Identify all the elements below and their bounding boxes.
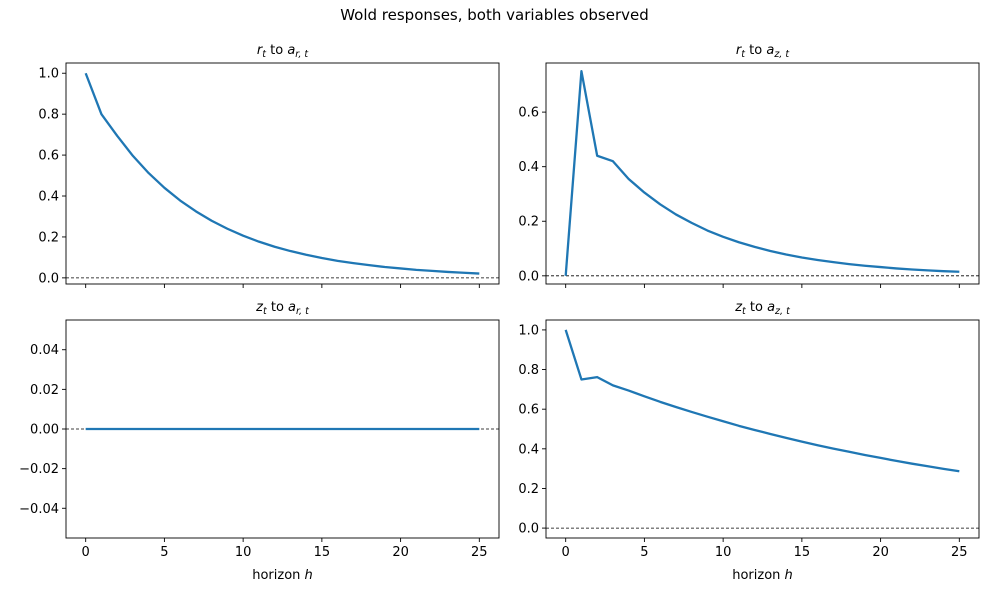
y-tick-label: 0.2 xyxy=(38,230,59,245)
subplot-4: 0.0 0.2 0.4 0.6 0.8 1.0 0 5 10 15 20 25 zt to az, t h… xyxy=(518,300,980,583)
y-tick-label: 1.0 xyxy=(38,67,59,82)
x-tick-label: 10 xyxy=(235,545,252,560)
response-line xyxy=(84,72,480,275)
y-tick-label: 0.6 xyxy=(518,106,539,121)
panel-title-part: r, t xyxy=(295,49,309,60)
subplot-1: 0.0 0.2 0.4 0.6 0.8 1.0 rt to ar, t xyxy=(38,43,500,288)
panel-title-part: z, t xyxy=(774,306,791,317)
response-line xyxy=(564,70,960,276)
y-tick-label: 0.2 xyxy=(518,482,539,497)
panel-title-part: to xyxy=(746,300,767,315)
x-axis-label-text: horizon xyxy=(252,568,304,583)
panel-title-part: r, t xyxy=(296,306,310,317)
x-tick-label: 10 xyxy=(715,545,732,560)
panel-title-part: t xyxy=(742,306,747,317)
panel-title-part: r xyxy=(736,43,743,58)
panel-title-part: to xyxy=(266,43,287,58)
x-axis-label: horizon h xyxy=(252,568,313,583)
x-axis-label-variable: h xyxy=(305,568,313,583)
panel-title-part: a xyxy=(766,43,774,58)
panel-title-part: z xyxy=(255,300,264,315)
panel-title-part: r xyxy=(257,43,264,58)
panel-title-part: t xyxy=(741,49,746,60)
x-tick-label: 15 xyxy=(314,545,331,560)
y-tick-label: 0.6 xyxy=(38,149,59,164)
x-tick-label: 0 xyxy=(562,545,570,560)
y-tick-label: 0.4 xyxy=(518,160,539,175)
subplot-2: 0.0 0.2 0.4 0.6 rt to az, t xyxy=(518,43,980,288)
y-tick-label: 0.4 xyxy=(38,190,59,205)
x-axis-label-text: horizon xyxy=(732,568,784,583)
y-tick-label: 0.04 xyxy=(30,343,59,358)
x-tick-label: 20 xyxy=(872,545,889,560)
x-tick-label: 25 xyxy=(951,545,968,560)
panel-title-part: z xyxy=(734,300,743,315)
y-tick-label: 0.2 xyxy=(518,215,539,230)
x-tick-label: 0 xyxy=(82,545,90,560)
y-tick-label: −0.04 xyxy=(19,502,59,517)
axes-frame xyxy=(545,319,980,539)
y-tick-label: 0.0 xyxy=(518,269,539,284)
panel-title-part: to xyxy=(745,43,766,58)
panel-title-part: a xyxy=(288,300,296,315)
response-line xyxy=(564,329,960,473)
y-tick-label: 0.4 xyxy=(518,442,539,457)
y-tick-label: −0.02 xyxy=(19,462,59,477)
panel-title: rt to ar, t xyxy=(257,43,309,60)
axes-frame xyxy=(545,62,980,285)
x-tick-label: 5 xyxy=(640,545,648,560)
panel-title: zt to ar, t xyxy=(255,300,310,317)
panel-title: zt to az, t xyxy=(734,300,791,317)
y-tick-label: 0.02 xyxy=(30,383,59,398)
axes-frame xyxy=(65,62,500,285)
panel-title-part: t xyxy=(263,306,268,317)
x-tick-label: 25 xyxy=(471,545,488,560)
panel-title-part: z, t xyxy=(773,49,790,60)
y-tick-label: 0.8 xyxy=(38,108,59,123)
y-tick-label: 0.8 xyxy=(518,363,539,378)
y-tick-label: 1.0 xyxy=(518,323,539,338)
x-tick-label: 5 xyxy=(160,545,168,560)
x-tick-label: 20 xyxy=(392,545,409,560)
x-tick-label: 15 xyxy=(794,545,811,560)
panel-title-part: to xyxy=(267,300,288,315)
panel-title-part: a xyxy=(767,300,775,315)
panel-title: rt to az, t xyxy=(736,43,790,60)
panel-title-part: t xyxy=(262,49,267,60)
figure-suptitle: Wold responses, both variables observed xyxy=(340,6,649,24)
x-axis-label: horizon h xyxy=(732,568,793,583)
x-axis-label-variable: h xyxy=(785,568,793,583)
y-tick-label: 0.0 xyxy=(38,271,59,286)
subplot-3: −0.04 −0.02 0.00 0.02 0.04 0 5 10 15 20 25 zt to ar… xyxy=(19,300,500,583)
y-tick-label: 0.00 xyxy=(30,423,59,438)
y-tick-label: 0.0 xyxy=(518,522,539,537)
y-tick-label: 0.6 xyxy=(518,403,539,418)
panel-title-part: a xyxy=(287,43,295,58)
